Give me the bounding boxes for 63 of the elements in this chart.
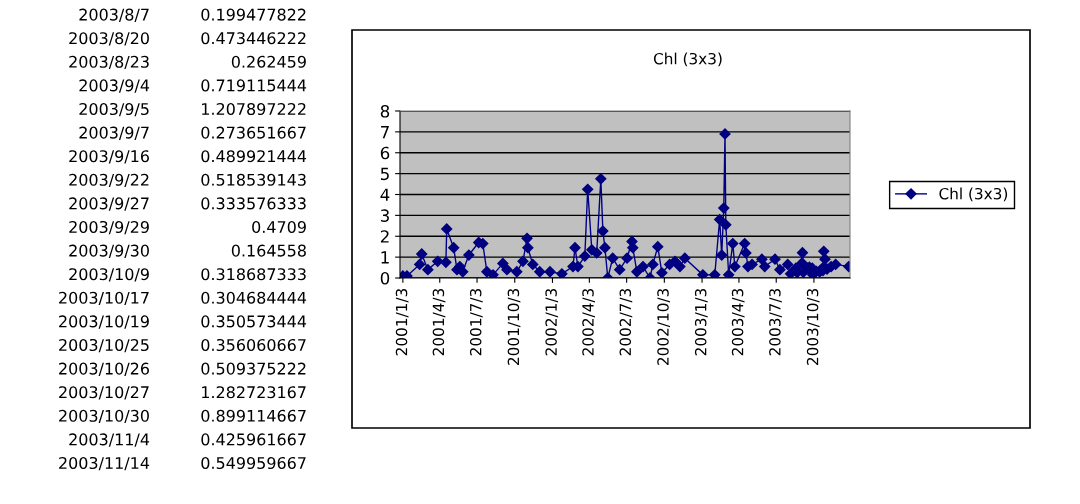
x-tick-label: 2001/4/3 bbox=[432, 288, 446, 356]
text: 2003/10/17 bbox=[59, 291, 149, 306]
y-tick-label: 1 bbox=[381, 251, 389, 264]
text: 0.199477822 bbox=[201, 8, 306, 21]
x-tick-label: 2003/4/3 bbox=[731, 288, 745, 356]
text: 2003/8/23 bbox=[69, 55, 149, 70]
text: 2003/9/7 bbox=[79, 126, 149, 140]
x-tick-label: 2001/7/3 bbox=[469, 288, 483, 356]
text: 2003/9/29 bbox=[69, 220, 149, 235]
chart-title: Chl (3x3) bbox=[653, 52, 722, 67]
y-tick-label: 4 bbox=[380, 188, 390, 201]
x-tick-label: 2002/10/3 bbox=[657, 288, 670, 365]
text: 2003/8/20 bbox=[69, 32, 149, 46]
x-tick-label: 2001/10/3 bbox=[507, 288, 521, 365]
text: 2003/9/27 bbox=[69, 197, 149, 211]
x-tick-label: 2003/10/3 bbox=[806, 288, 820, 365]
legend-label: Chl (3x3) bbox=[939, 187, 1008, 202]
text: 2003/9/30 bbox=[69, 244, 149, 258]
text: 2003/10/26 bbox=[59, 362, 149, 376]
text: 0.273651667 bbox=[201, 126, 306, 139]
y-tick-label: 3 bbox=[380, 209, 389, 222]
y-tick-label: 6 bbox=[380, 146, 390, 160]
text: 0.719115444 bbox=[201, 79, 307, 92]
text: 0.318687333 bbox=[201, 268, 306, 281]
text: 2003/9/16 bbox=[69, 150, 149, 164]
text: 0.549959667 bbox=[201, 456, 306, 470]
text: 0.518539143 bbox=[201, 173, 306, 186]
text: 1.282723167 bbox=[202, 386, 306, 399]
x-tick-label: 2001/1/3 bbox=[395, 288, 409, 356]
text: 0.262459 bbox=[231, 55, 306, 68]
text: 0.356060667 bbox=[201, 338, 306, 352]
text: 2003/10/30 bbox=[59, 409, 149, 424]
text: 0.489921444 bbox=[201, 150, 307, 163]
text: 1.207897222 bbox=[202, 102, 306, 116]
text: 0.333576333 bbox=[201, 197, 306, 210]
x-tick-label: 2002/4/3 bbox=[582, 288, 595, 356]
text: 2003/9/4 bbox=[79, 79, 150, 93]
text: 0.899114667 bbox=[201, 409, 306, 422]
y-tick-label: 2 bbox=[380, 230, 389, 243]
text: 2003/10/27 bbox=[59, 386, 149, 400]
x-tick-label: 2002/1/3 bbox=[545, 288, 559, 356]
y-tick-label: 7 bbox=[381, 126, 389, 139]
x-tick-label: 2003/7/3 bbox=[769, 288, 782, 356]
text: 2003/9/5 bbox=[79, 102, 149, 117]
text: 0.473446222 bbox=[201, 32, 306, 45]
text: 0.350573444 bbox=[201, 315, 307, 328]
y-tick-label: 5 bbox=[380, 167, 389, 181]
text: 0.425961667 bbox=[201, 433, 306, 446]
text: 2003/9/22 bbox=[69, 173, 149, 188]
y-tick-label: 8 bbox=[380, 104, 390, 118]
text: 2003/11/4 bbox=[69, 433, 150, 447]
text: 0.304684444 bbox=[201, 291, 307, 304]
text: 0.4709 bbox=[252, 220, 306, 234]
text: 2003/8/7 bbox=[79, 8, 149, 22]
x-tick-label: 2002/7/3 bbox=[619, 288, 633, 356]
text: 2003/10/25 bbox=[59, 338, 149, 353]
text: 2003/11/14 bbox=[59, 456, 150, 471]
y-tick-label: 0 bbox=[380, 271, 390, 285]
text: 2003/10/9 bbox=[69, 268, 149, 282]
text: 0.164558 bbox=[231, 244, 306, 257]
x-tick-label: 2003/1/3 bbox=[694, 288, 708, 356]
text: 0.509375222 bbox=[201, 362, 306, 375]
text: 2003/10/19 bbox=[59, 315, 149, 329]
